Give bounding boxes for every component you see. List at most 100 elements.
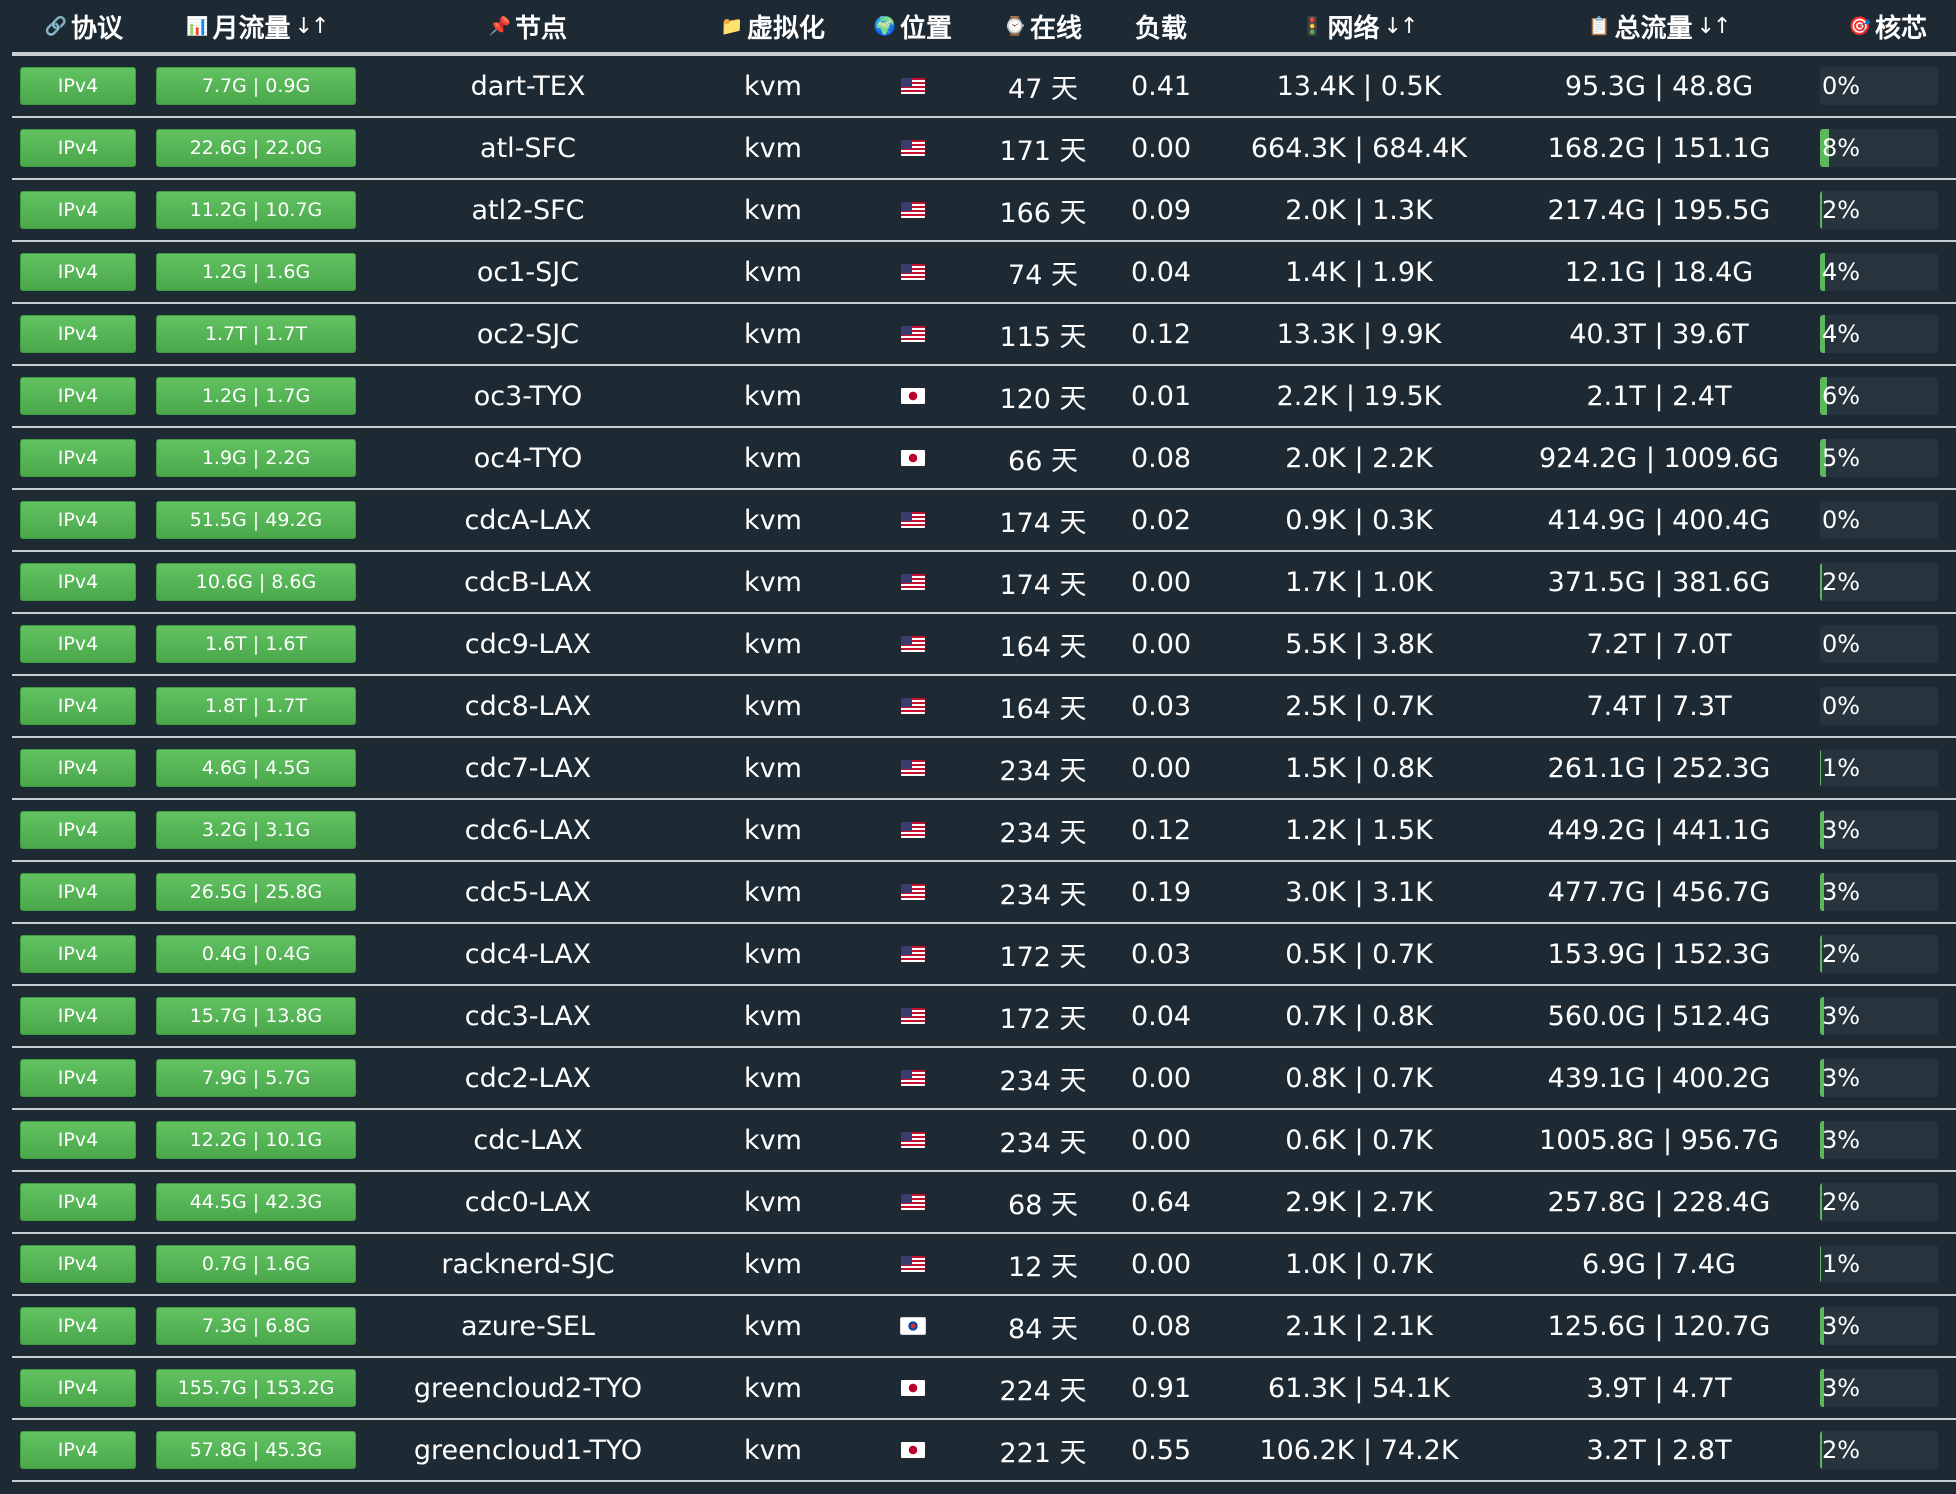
network-speed: 2.5K | 0.7K <box>1285 690 1433 722</box>
table-row[interactable]: IPv4 4.6G | 4.5G cdc7-LAX kvm 234 天 0.00… <box>12 738 1956 800</box>
table-row[interactable]: IPv4 0.4G | 0.4G cdc4-LAX kvm 172 天 0.03… <box>12 924 1956 986</box>
cpu-cell: 3% <box>1814 862 1956 922</box>
monthly-traffic-badge: 7.3G | 6.8G <box>156 1307 356 1345</box>
load: 0.12 <box>1130 318 1192 350</box>
sort-icon[interactable]: ↓↑ <box>294 13 330 39</box>
virtualization: kvm <box>744 628 802 660</box>
flag-us-icon <box>901 1070 925 1086</box>
uptime: 120 天 <box>999 383 1087 415</box>
protocol-badge: IPv4 <box>20 439 136 477</box>
load: 0.04 <box>1130 1000 1192 1032</box>
protocol-cell: IPv4 <box>12 1358 148 1418</box>
protocol-cell: IPv4 <box>12 490 148 550</box>
total-traffic: 12.1G | 18.4G <box>1564 256 1754 288</box>
table-row[interactable]: IPv4 15.7G | 13.8G cdc3-LAX kvm 172 天 0.… <box>12 986 1956 1048</box>
load: 0.02 <box>1130 504 1192 536</box>
virtualization: kvm <box>744 690 802 722</box>
table-row[interactable]: IPv4 7.3G | 6.8G azure-SEL kvm 84 天 0.08… <box>12 1296 1956 1358</box>
table-row[interactable]: IPv4 1.2G | 1.7G oc3-TYO kvm 120 天 0.01 … <box>12 366 1956 428</box>
monthly-traffic-badge: 51.5G | 49.2G <box>156 501 356 539</box>
table-row[interactable]: IPv4 1.8T | 1.7T cdc8-LAX kvm 164 天 0.03… <box>12 676 1956 738</box>
cpu-percent: 3% <box>1822 1374 1861 1402</box>
header-monthly-label: 月流量 <box>212 13 291 44</box>
table-row[interactable]: IPv4 57.8G | 45.3G greencloud1-TYO kvm 2… <box>12 1420 1956 1482</box>
table-row[interactable]: IPv4 26.5G | 25.8G cdc5-LAX kvm 234 天 0.… <box>12 862 1956 924</box>
table-row[interactable]: IPv4 44.5G | 42.3G cdc0-LAX kvm 68 天 0.6… <box>12 1172 1956 1234</box>
cpu-cell: 0% <box>1814 676 1956 736</box>
protocol-badge: IPv4 <box>20 377 136 415</box>
table-row[interactable]: IPv4 1.9G | 2.2G oc4-TYO kvm 66 天 0.08 2… <box>12 428 1956 490</box>
table-row[interactable]: IPv4 51.5G | 49.2G cdcA-LAX kvm 174 天 0.… <box>12 490 1956 552</box>
network-speed: 0.7K | 0.8K <box>1285 1000 1433 1032</box>
table-row[interactable]: IPv4 1.6T | 1.6T cdc9-LAX kvm 164 天 0.00… <box>12 614 1956 676</box>
total-traffic: 95.3G | 48.8G <box>1564 70 1754 102</box>
protocol-badge: IPv4 <box>20 67 136 105</box>
cpu-progress-bar: 3% <box>1820 1059 1938 1097</box>
table-row[interactable]: IPv4 22.6G | 22.0G atl-SFC kvm 171 天 0.0… <box>12 118 1956 180</box>
table-row[interactable]: IPv4 3.2G | 3.1G cdc6-LAX kvm 234 天 0.12… <box>12 800 1956 862</box>
total-traffic: 125.6G | 120.7G <box>1547 1310 1771 1342</box>
load: 0.00 <box>1130 1248 1192 1280</box>
flag-us-icon <box>901 1256 925 1272</box>
monthly-traffic-cell: 44.5G | 42.3G <box>148 1172 358 1232</box>
virtualization: kvm <box>744 752 802 784</box>
monthly-traffic-cell: 1.9G | 2.2G <box>148 428 358 488</box>
uptime: 224 天 <box>999 1375 1087 1407</box>
protocol-badge: IPv4 <box>20 997 136 1035</box>
header-protocol-label: 协议 <box>70 13 123 44</box>
monthly-traffic-badge: 12.2G | 10.1G <box>156 1121 356 1159</box>
cpu-percent: 2% <box>1822 1436 1861 1464</box>
header-location: 🌍 位置 <box>848 0 978 52</box>
table-row[interactable]: IPv4 155.7G | 153.2G greencloud2-TYO kvm… <box>12 1358 1956 1420</box>
table-row[interactable]: IPv4 10.6G | 8.6G cdcB-LAX kvm 174 天 0.0… <box>12 552 1956 614</box>
sort-icon[interactable]: ↓↑ <box>1696 13 1732 39</box>
node-name: cdc9-LAX <box>464 628 592 660</box>
sort-icon[interactable]: ↓↑ <box>1383 13 1419 39</box>
flag-us-icon <box>901 264 925 280</box>
monthly-traffic-cell: 57.8G | 45.3G <box>148 1420 358 1480</box>
uptime: 12 天 <box>1008 1251 1078 1283</box>
node-name: cdc3-LAX <box>464 1000 592 1032</box>
protocol-cell: IPv4 <box>12 1048 148 1108</box>
node-name: cdcA-LAX <box>464 504 592 536</box>
cpu-cell: 0% <box>1814 490 1956 550</box>
cpu-percent: 0% <box>1822 506 1861 534</box>
header-total-traffic[interactable]: 📋 总流量 ↓↑ <box>1504 0 1814 52</box>
cpu-percent: 3% <box>1822 1312 1861 1340</box>
load: 0.01 <box>1130 380 1192 412</box>
location-cell <box>848 738 978 798</box>
flag-us-icon <box>901 326 925 342</box>
cpu-progress-fill <box>1820 935 1823 973</box>
table-row[interactable]: IPv4 7.9G | 5.7G cdc2-LAX kvm 234 天 0.00… <box>12 1048 1956 1110</box>
table-row[interactable]: IPv4 1.7T | 1.7T oc2-SJC kvm 115 天 0.12 … <box>12 304 1956 366</box>
header-network[interactable]: 🚦 网络 ↓↑ <box>1214 0 1504 52</box>
cpu-percent: 6% <box>1822 382 1861 410</box>
cpu-progress-bar: 2% <box>1820 1431 1938 1469</box>
header-network-label: 网络 <box>1327 13 1380 44</box>
cpu-progress-fill <box>1820 191 1823 229</box>
header-monthly-traffic[interactable]: 📊 月流量 ↓↑ <box>148 0 358 52</box>
virtualization: kvm <box>744 1000 802 1032</box>
monthly-traffic-cell: 15.7G | 13.8G <box>148 986 358 1046</box>
total-traffic: 7.4T | 7.3T <box>1586 690 1732 722</box>
table-row[interactable]: IPv4 1.2G | 1.6G oc1-SJC kvm 74 天 0.04 1… <box>12 242 1956 304</box>
monthly-traffic-badge: 4.6G | 4.5G <box>156 749 356 787</box>
table-row[interactable]: IPv4 12.2G | 10.1G cdc-LAX kvm 234 天 0.0… <box>12 1110 1956 1172</box>
cpu-percent: 1% <box>1822 754 1861 782</box>
table-row[interactable]: IPv4 11.2G | 10.7G atl2-SFC kvm 166 天 0.… <box>12 180 1956 242</box>
node-name: atl2-SFC <box>471 194 585 226</box>
virtualization: kvm <box>744 70 802 102</box>
cpu-cell: 1% <box>1814 738 1956 798</box>
table-row[interactable]: IPv4 7.7G | 0.9G dart-TEX kvm 47 天 0.41 … <box>12 56 1956 118</box>
cpu-progress-fill <box>1820 129 1830 167</box>
virtualization: kvm <box>744 566 802 598</box>
flag-us-icon <box>901 698 925 714</box>
table-row[interactable]: IPv4 0.7G | 1.6G racknerd-SJC kvm 12 天 0… <box>12 1234 1956 1296</box>
monthly-traffic-badge: 15.7G | 13.8G <box>156 997 356 1035</box>
location-cell <box>848 428 978 488</box>
total-traffic: 40.3T | 39.6T <box>1569 318 1749 350</box>
total-traffic: 439.1G | 400.2G <box>1547 1062 1771 1094</box>
protocol-cell: IPv4 <box>12 800 148 860</box>
cpu-progress-bar: 2% <box>1820 563 1938 601</box>
flag-us-icon <box>901 884 925 900</box>
